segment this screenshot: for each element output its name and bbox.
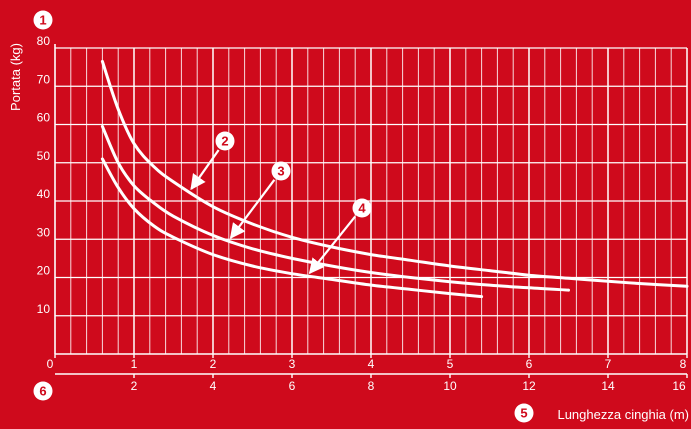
secondary-x-tick-label: 8 <box>368 379 375 393</box>
marker-secondary-x-axis: 6 <box>33 381 53 401</box>
marker-y-axis-circle <box>33 10 53 30</box>
series-callout-arrow <box>308 215 356 275</box>
y-tick-label: 80 <box>37 34 51 48</box>
y-axis-label: Portata (kg) <box>8 43 23 111</box>
secondary-x-tick-label: 12 <box>522 379 536 393</box>
y-tick-label: 60 <box>37 111 51 125</box>
y-tick-label: 20 <box>37 264 51 278</box>
x-tick-label: 6 <box>526 357 533 371</box>
series-callout-3-number: 3 <box>277 164 284 179</box>
secondary-x-tick-label: 2 <box>131 379 138 393</box>
y-tick-label: 10 <box>37 302 51 316</box>
series-line-3 <box>100 124 570 292</box>
marker-x-axis-label-number: 5 <box>520 406 527 421</box>
grid <box>55 47 688 354</box>
series-lines <box>100 59 689 299</box>
y-tick-label: 30 <box>37 225 51 239</box>
x-tick-label: 3 <box>289 357 296 371</box>
marker-y-axis: 1 <box>33 10 53 30</box>
marker-x-axis-label-circle <box>514 403 534 423</box>
marker-y-axis-number: 1 <box>39 13 46 28</box>
axes <box>54 44 688 378</box>
series-line-2 <box>100 59 689 288</box>
x-tick-label: 0 <box>47 357 54 371</box>
series-callout-4-circle <box>352 198 372 218</box>
x-axis-label: Lunghezza cinghia (m) <box>557 407 689 422</box>
series-callout-2: 2 <box>215 131 235 151</box>
secondary-x-tick-label: 10 <box>443 379 457 393</box>
series-callout-3: 3 <box>271 161 291 181</box>
x-tick-label: 8 <box>680 357 687 371</box>
marker-secondary-x-axis-circle <box>33 381 53 401</box>
x-tick-label: 2 <box>210 357 217 371</box>
annotations <box>190 149 356 275</box>
y-tick-label: 40 <box>37 187 51 201</box>
x-tick-label: 4 <box>368 357 375 371</box>
secondary-x-tick-label: 6 <box>289 379 296 393</box>
x-tick-label: 5 <box>447 357 454 371</box>
series-line-4 <box>100 157 484 299</box>
secondary-x-tick-label: 16 <box>672 379 686 393</box>
series-callout-2-circle <box>215 131 235 151</box>
series-callout-arrow <box>229 179 276 240</box>
x-tick-label: 1 <box>131 357 138 371</box>
y-tick-label: 50 <box>37 149 51 163</box>
series-callout-4: 4 <box>352 198 372 218</box>
secondary-x-tick-label: 14 <box>601 379 615 393</box>
series-callout-4-number: 4 <box>358 201 366 216</box>
marker-secondary-x-axis-number: 6 <box>39 384 46 399</box>
series-callout-arrow <box>190 149 220 191</box>
series-callout-2-number: 2 <box>221 134 228 149</box>
secondary-x-tick-label: 4 <box>210 379 217 393</box>
series-callout-3-circle <box>271 161 291 181</box>
y-tick-label: 70 <box>37 72 51 86</box>
marker-x-axis-label: 5 <box>514 403 534 423</box>
x-tick-label: 7 <box>605 357 612 371</box>
